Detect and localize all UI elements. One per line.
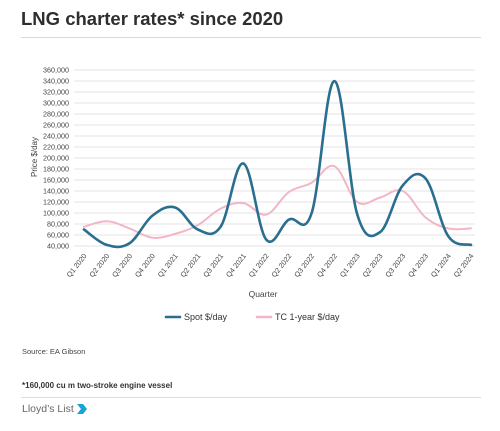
x-tick-label: Q4 2021 bbox=[224, 252, 248, 279]
gridlines bbox=[74, 69, 475, 247]
y-tick-label: 300,000 bbox=[43, 99, 69, 108]
x-tick-label: Q1 2023 bbox=[338, 252, 362, 279]
y-tick-label: 60,000 bbox=[47, 231, 69, 240]
x-tick-label: Q4 2023 bbox=[406, 252, 430, 279]
series-lines bbox=[82, 79, 473, 249]
x-tick-label: Q3 2021 bbox=[201, 252, 225, 279]
series-line-tc-1-year bbox=[83, 164, 472, 239]
y-tick-label: 80,000 bbox=[47, 220, 69, 229]
y-tick-label: 240,000 bbox=[43, 132, 69, 141]
y-tick-label: 320,000 bbox=[43, 88, 69, 97]
legend: Spot $/day TC 1-year $/day bbox=[164, 312, 340, 322]
x-tick-label: Q2 2022 bbox=[269, 252, 293, 279]
x-tick-label: Q2 2020 bbox=[87, 252, 111, 279]
x-tick-label: Q1 2022 bbox=[247, 252, 271, 279]
brand[interactable]: Lloyd’s List bbox=[22, 403, 88, 415]
footer-divider bbox=[21, 397, 481, 398]
x-tick-label: Q1 2024 bbox=[429, 252, 453, 279]
y-tick-label: 120,000 bbox=[43, 198, 69, 207]
y-tick-label: 200,000 bbox=[43, 154, 69, 163]
source-note: Source: EA Gibson bbox=[22, 347, 86, 356]
x-tick-label: Q4 2022 bbox=[315, 252, 339, 279]
y-axis-label: Price $/day bbox=[30, 137, 39, 177]
y-tick-label: 100,000 bbox=[43, 209, 69, 218]
y-tick-label: 360,000 bbox=[43, 66, 69, 75]
title-divider bbox=[21, 37, 481, 38]
chart-title: LNG charter rates* since 2020 bbox=[21, 8, 284, 29]
y-tick-label: 160,000 bbox=[43, 176, 69, 185]
x-tick-label: Q4 2020 bbox=[133, 252, 157, 279]
x-tick-label: Q2 2023 bbox=[360, 252, 384, 279]
footnote: *160,000 cu m two-stroke engine vessel bbox=[22, 381, 173, 390]
y-tick-labels: 40,000 60,000 80,000 100,000 120,000 140,000 1… bbox=[43, 66, 69, 251]
x-tick-label: Q3 2023 bbox=[383, 252, 407, 279]
x-tick-label: Q3 2020 bbox=[110, 252, 134, 279]
line-chart: 40,000 60,000 80,000 100,000 120,000 140,000 1… bbox=[30, 66, 476, 322]
y-tick-label: 40,000 bbox=[47, 242, 69, 251]
y-tick-label: 280,000 bbox=[43, 110, 69, 119]
x-axis-label: Quarter bbox=[249, 289, 278, 299]
legend-label: TC 1-year $/day bbox=[275, 312, 340, 322]
brand-name: Lloyd’s List bbox=[22, 403, 74, 415]
y-tick-label: 260,000 bbox=[43, 121, 69, 130]
x-tick-label: Q1 2020 bbox=[65, 252, 89, 279]
series-line-spot bbox=[82, 79, 473, 249]
x-tick-label: Q2 2021 bbox=[178, 252, 202, 279]
y-tick-label: 140,000 bbox=[43, 187, 69, 196]
y-tick-label: 180,000 bbox=[43, 165, 69, 174]
x-tick-label: Q3 2022 bbox=[292, 252, 316, 279]
y-tick-label: 340,000 bbox=[43, 77, 69, 86]
legend-label: Spot $/day bbox=[184, 312, 228, 322]
y-tick-label: 220,000 bbox=[43, 143, 69, 152]
x-tick-label: Q1 2021 bbox=[156, 252, 180, 279]
x-tick-label: Q2 2024 bbox=[452, 252, 476, 279]
lloyds-list-logo-icon bbox=[76, 404, 87, 414]
